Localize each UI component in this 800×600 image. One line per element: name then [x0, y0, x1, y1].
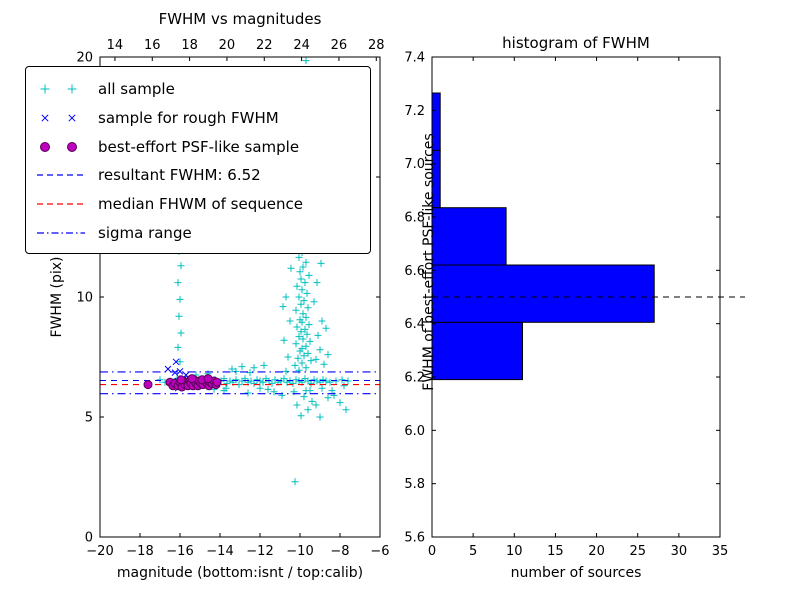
dashed-line-icon: [37, 203, 85, 205]
right-plot-xlabel: number of sources: [510, 565, 642, 581]
psf-sample-marker: [212, 377, 222, 387]
tick-label: 28: [368, 38, 385, 53]
legend-item-sigma-range: sigma range: [34, 219, 364, 247]
legend-label-median-fhwm: median FHWM of sequence: [98, 195, 303, 214]
legend-label-sigma-range: sigma range: [98, 223, 192, 242]
psf-sample-marker: [143, 380, 153, 390]
tick-label: 20: [588, 544, 605, 559]
right-plot-title: histogram of FWHM: [502, 34, 650, 52]
tick-label: 10: [506, 544, 523, 559]
dashdot-line-icon: [37, 232, 85, 234]
left-plot-ylabel: FWHM (pix): [49, 256, 65, 338]
tick-label: 6.2: [404, 371, 425, 386]
tick-label: 10: [76, 291, 93, 306]
tick-label: 25: [629, 544, 646, 559]
legend-label-psf-sample: best-effort PSF-like sample: [98, 137, 300, 156]
tick-label: 5.8: [404, 477, 425, 492]
tick-label: 6.8: [404, 211, 425, 226]
tick-label: 6.0: [404, 424, 425, 439]
tick-label: 7.2: [404, 104, 425, 119]
legend-box: all sample sample for rough FWHM best-ef…: [25, 66, 371, 254]
right-plot-ylabel: FWHM of best-effort PSF-like sources: [421, 133, 437, 391]
tick-label: −16: [166, 544, 193, 559]
tick-label: −6: [370, 544, 389, 559]
histogram-bars: [431, 92, 655, 381]
tick-label: 18: [181, 38, 198, 53]
histogram-bar: [431, 321, 523, 381]
tick-label: 14: [107, 38, 124, 53]
tick-label: 5.6: [404, 531, 425, 546]
tick-label: −18: [126, 544, 153, 559]
tick-label: 16: [144, 38, 161, 53]
tick-label: 30: [671, 544, 688, 559]
tick-label: 6.6: [404, 264, 425, 279]
histogram-bar: [431, 207, 507, 266]
tick-label: −10: [286, 544, 313, 559]
plus-markers-icon: [40, 84, 77, 94]
tick-label: 6.4: [404, 317, 425, 332]
legend-item-resultant-fwhm: resultant FWHM: 6.52: [34, 161, 364, 189]
legend-item-psf-sample: best-effort PSF-like sample: [34, 133, 364, 161]
left-plot-data-layer: [100, 57, 380, 486]
axis-ticks: [99, 56, 721, 538]
legend-label-all-sample: all sample: [98, 80, 175, 98]
tick-label: −8: [330, 544, 349, 559]
tick-label: 20: [219, 38, 236, 53]
tick-label: −20: [86, 544, 113, 559]
histogram-bar: [431, 264, 655, 323]
tick-label: 15: [547, 544, 564, 559]
tick-label: 0: [428, 544, 436, 559]
left-plot-title: FWHM vs magnitudes: [158, 10, 322, 28]
legend-item-median-fhwm: median FHWM of sequence: [34, 190, 364, 218]
tick-labels: −20 −18 −16 −14 −12 −10 −8 −614 16 18 20 22 24 26 2805…: [76, 38, 728, 559]
tick-label: 22: [256, 38, 273, 53]
x-markers-icon: [41, 114, 76, 122]
legend-label-resultant-fwhm: resultant FWHM: 6.52: [98, 166, 261, 185]
psf-sample-marker: [187, 374, 197, 384]
tick-label: −12: [246, 544, 273, 559]
tick-label: 0: [85, 531, 93, 546]
tick-label: 35: [712, 544, 729, 559]
psf-sample-marker: [203, 374, 213, 384]
legend-item-all-sample: all sample: [34, 75, 364, 103]
tick-label: 5: [85, 411, 93, 426]
tick-label: 26: [331, 38, 348, 53]
right-axes-frame: [431, 56, 721, 538]
legend-item-rough-fwhm: sample for rough FWHM: [34, 104, 364, 132]
dashed-line-icon: [37, 174, 85, 177]
legend-label-rough-fwhm: sample for rough FWHM: [98, 108, 279, 127]
left-plot-xlabel: magnitude (bottom:isnt / top:calib): [116, 565, 364, 581]
tick-label: 7.0: [404, 157, 425, 172]
circle-markers-icon: [40, 141, 77, 152]
tick-label: 5: [469, 544, 477, 559]
tick-label: 7.4: [404, 51, 425, 66]
tick-label: −14: [206, 544, 233, 559]
tick-label: 24: [293, 38, 310, 53]
psf-sample-marker: [176, 375, 186, 385]
tick-label: 20: [76, 51, 93, 66]
